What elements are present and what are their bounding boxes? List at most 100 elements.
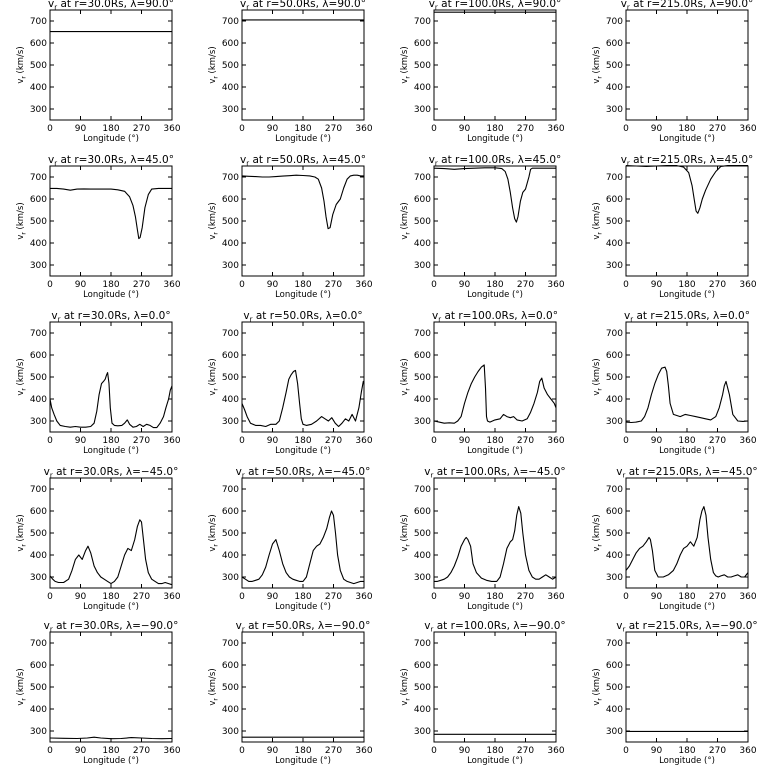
- panel-7: vr at r=215.0Rs, λ=45.0°0 90 180 270 3603004…: [592, 154, 757, 300]
- y-tick-label: 700: [222, 173, 239, 183]
- y-tick-label: 300: [606, 261, 623, 271]
- y-tick-label: 700: [222, 639, 239, 649]
- x-axis-label: Longitude (°): [467, 446, 523, 456]
- panel-15: vr at r=215.0Rs, λ=−45.0°0 90 180 270 360300…: [592, 466, 758, 612]
- y-tick-label: 600: [606, 39, 623, 49]
- ylabel-subscript: r: [21, 698, 28, 701]
- x-tick-label: 0: [239, 436, 245, 446]
- x-tick-label: 360: [739, 280, 756, 290]
- x-tick-label: 270: [133, 746, 150, 756]
- y-tick-label: 600: [606, 507, 623, 517]
- panel-16: vr at r=30.0Rs, λ=−90.0°0 90 180 270 3603004…: [16, 620, 181, 766]
- y-tick-label: 300: [30, 727, 47, 737]
- panel-title: vr at r=50.0Rs, λ=−90.0°: [236, 620, 371, 634]
- ylabel-rest: (km/s): [208, 514, 218, 544]
- series-line-0: [49, 372, 173, 429]
- x-tick-label: 360: [547, 592, 564, 602]
- x-tick-label: 360: [355, 436, 372, 446]
- title-symbol: v: [236, 466, 242, 478]
- series-line-0: [241, 510, 364, 585]
- title-subscript: r: [250, 316, 253, 324]
- ylabel-subscript: r: [405, 698, 412, 701]
- x-tick-label: 180: [294, 592, 311, 602]
- title-symbol: v: [44, 620, 50, 632]
- title-subscript: r: [627, 160, 630, 168]
- x-tick-label: 270: [325, 124, 342, 134]
- ylabel-subscript: r: [21, 232, 28, 235]
- plot-frame: [625, 477, 749, 589]
- y-tick-label: 400: [222, 83, 239, 93]
- y-axis-label: vr (km/s): [16, 668, 28, 705]
- ylabel-rest: (km/s): [400, 46, 410, 76]
- plot-frame: [625, 631, 749, 743]
- y-tick-label: 500: [606, 683, 623, 693]
- x-axis-label: Longitude (°): [659, 446, 715, 456]
- x-tick-label: 270: [709, 124, 726, 134]
- y-tick-label: 500: [30, 683, 47, 693]
- y-tick-label: 600: [222, 39, 239, 49]
- panel-0: vr at r=30.0Rs, λ=90.0°0 90 180 270 36030040…: [16, 0, 181, 144]
- y-axis-label: vr (km/s): [592, 514, 604, 551]
- panel-12: vr at r=30.0Rs, λ=−45.0°0 90 180 270 3603004…: [16, 466, 181, 612]
- ylabel-rest: (km/s): [16, 668, 26, 698]
- title-subscript: r: [246, 4, 249, 12]
- panel-19: vr at r=215.0Rs, λ=−90.0°0 90 180 270 360300…: [592, 620, 758, 766]
- ylabel-rest: (km/s): [592, 668, 602, 698]
- y-tick-label: 300: [30, 261, 47, 271]
- y-tick-label: 400: [30, 705, 47, 715]
- y-tick-label: 500: [606, 529, 623, 539]
- x-axis-label: Longitude (°): [659, 134, 715, 144]
- ylabel-rest: (km/s): [208, 358, 218, 388]
- y-tick-label: 600: [30, 195, 47, 205]
- y-tick-label: 400: [30, 395, 47, 405]
- panel-3: vr at r=215.0Rs, λ=90.0°0 90 180 270 3603004…: [592, 0, 757, 144]
- y-axis-label: vr (km/s): [208, 668, 220, 705]
- panel-title: vr at r=30.0Rs, λ=−90.0°: [44, 620, 179, 634]
- y-tick-label: 700: [30, 639, 47, 649]
- x-tick-label: 270: [709, 746, 726, 756]
- x-axis-label: Longitude (°): [83, 602, 139, 612]
- x-tick-label: 360: [163, 124, 180, 134]
- x-tick-label: 90: [267, 592, 279, 602]
- ylabel-subscript: r: [405, 76, 412, 79]
- y-tick-label: 500: [606, 61, 623, 71]
- x-tick-label: 180: [102, 746, 119, 756]
- x-tick-label: 0: [623, 280, 629, 290]
- title-symbol: v: [616, 620, 622, 632]
- x-axis-label: Longitude (°): [275, 134, 331, 144]
- x-tick-label: 90: [651, 746, 663, 756]
- x-tick-label: 90: [651, 124, 663, 134]
- x-tick-label: 90: [75, 746, 87, 756]
- y-tick-label: 700: [606, 329, 623, 339]
- panel-title: vr at r=100.0Rs, λ=−90.0°: [424, 620, 565, 634]
- y-axis-label: vr (km/s): [592, 668, 604, 705]
- title-rest: at r=215.0Rs, λ=90.0°: [630, 0, 753, 10]
- y-tick-label: 500: [30, 373, 47, 383]
- y-tick-label: 700: [606, 485, 623, 495]
- x-axis-label: Longitude (°): [659, 756, 715, 766]
- y-tick-label: 400: [414, 705, 431, 715]
- title-subscript: r: [431, 626, 434, 634]
- y-tick-label: 700: [606, 173, 623, 183]
- series-line-0: [241, 369, 365, 428]
- x-tick-label: 0: [431, 436, 437, 446]
- title-subscript: r: [50, 626, 53, 634]
- ylabel-subscript: r: [597, 232, 604, 235]
- y-tick-label: 400: [30, 239, 47, 249]
- series-line-0: [49, 519, 173, 586]
- plot-frame: [625, 9, 749, 121]
- y-tick-label: 700: [606, 639, 623, 649]
- y-tick-label: 700: [30, 17, 47, 27]
- y-tick-label: 700: [414, 485, 431, 495]
- y-axis-label: vr (km/s): [400, 46, 412, 83]
- panel-2: vr at r=100.0Rs, λ=90.0°0 90 180 270 3603004…: [400, 0, 565, 144]
- y-tick-label: 600: [606, 351, 623, 361]
- ylabel-rest: (km/s): [16, 358, 26, 388]
- x-tick-label: 180: [294, 436, 311, 446]
- y-tick-label: 500: [414, 683, 431, 693]
- y-tick-label: 400: [606, 83, 623, 93]
- x-tick-label: 270: [517, 280, 534, 290]
- x-tick-label: 180: [102, 280, 119, 290]
- ylabel-symbol: v: [208, 79, 218, 84]
- x-axis-label: Longitude (°): [83, 756, 139, 766]
